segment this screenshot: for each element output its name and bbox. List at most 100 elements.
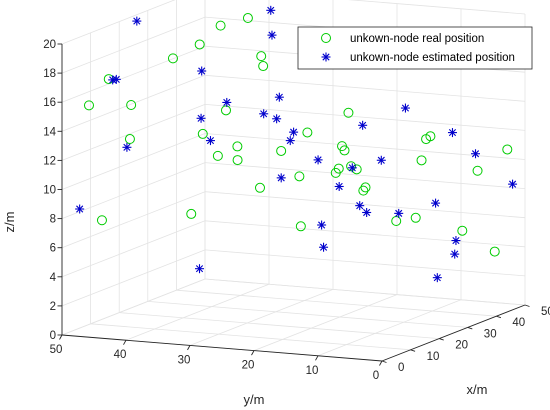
estimated-position-point xyxy=(272,114,282,124)
grid-line-backwall-z xyxy=(61,162,206,219)
x-tick-mark xyxy=(439,338,444,341)
y-tick-label: 30 xyxy=(178,354,191,366)
z-tick-label: 4 xyxy=(50,272,57,284)
estimated-position-point xyxy=(75,204,85,214)
grid-line-backwall-z xyxy=(61,16,206,74)
grid-line-backwall-z xyxy=(61,249,206,307)
estimated-position-point xyxy=(222,97,232,107)
grid-line-floor-y xyxy=(189,289,334,346)
grid-line-wall-z xyxy=(204,133,526,160)
real-position-point xyxy=(220,105,231,116)
real-position-point xyxy=(232,141,243,152)
real-position-point xyxy=(194,39,205,50)
grid-line-floor-x xyxy=(176,289,497,317)
real-position-point xyxy=(421,134,432,145)
grid-line-floor-y xyxy=(317,299,462,357)
grid-line-backwall-z xyxy=(61,278,206,336)
estimated-position-point xyxy=(355,201,365,211)
real-position-point xyxy=(410,212,421,223)
real-position-point xyxy=(212,150,223,161)
z-tick-label: 18 xyxy=(43,68,56,80)
estimated-position-point xyxy=(313,155,323,165)
y-tick-mark xyxy=(379,360,383,366)
real-position-point xyxy=(294,171,305,182)
real-position-point xyxy=(232,155,243,166)
grid-line-wall-z xyxy=(204,104,526,131)
grid-line-wall-z xyxy=(204,74,526,102)
estimated-position-point xyxy=(451,236,461,246)
real-position-point xyxy=(124,134,135,145)
estimated-position-point xyxy=(450,249,460,259)
axes-panes xyxy=(62,279,525,361)
y-tick-mark xyxy=(251,350,255,356)
estimated-position-point xyxy=(508,179,518,189)
estimated-position-point xyxy=(400,103,410,113)
real-position-point xyxy=(83,100,94,111)
estimated-position-point xyxy=(447,128,457,138)
z-axis-label: z/m xyxy=(2,212,17,233)
estimated-position-point xyxy=(267,30,277,40)
real-position-point xyxy=(489,246,500,257)
floor-pane xyxy=(62,279,525,361)
estimated-position-point xyxy=(471,149,481,159)
y-tick-mark xyxy=(187,345,191,351)
estimated-position-point xyxy=(394,208,404,218)
real-position-point xyxy=(339,145,350,156)
legend-real-marker xyxy=(321,33,331,43)
legend: unkown-node real position unkown-node es… xyxy=(297,26,533,70)
x-tick-mark xyxy=(467,326,473,330)
real-position-point xyxy=(391,216,402,227)
grid-line-floor-y xyxy=(253,294,398,351)
real-position-point xyxy=(215,20,226,31)
x-tick-label: 30 xyxy=(484,328,497,340)
estimated-position-point xyxy=(266,5,276,15)
z-tick-label: 0 xyxy=(50,330,56,342)
y-axis-line xyxy=(61,334,383,362)
real-position-point xyxy=(197,128,208,139)
legend-estimated-marker xyxy=(321,52,331,62)
estimated-position-point xyxy=(432,273,442,283)
grid-line-backwall-z xyxy=(61,0,176,45)
real-position-point xyxy=(167,53,178,64)
grid-line-wall-z xyxy=(347,0,526,15)
real-position-point xyxy=(96,215,107,226)
real-position-point xyxy=(302,127,313,138)
x-tick-mark xyxy=(524,304,530,307)
tick-labels: 0 10 20 30 40 50 0 10 20 30 40 50 0 2 4 6 8 10 12 14 16 18 20 xyxy=(43,39,550,382)
data-markers xyxy=(75,5,518,283)
grid-line-floor-x xyxy=(119,312,440,339)
z-tick-label: 20 xyxy=(43,39,56,51)
estimated-position-point xyxy=(122,142,132,152)
grid-lines xyxy=(61,0,526,362)
y-tick-mark xyxy=(123,339,127,345)
real-position-point xyxy=(346,161,357,172)
real-position-point xyxy=(472,165,483,176)
real-position-point xyxy=(256,51,267,62)
estimated-position-point xyxy=(347,163,357,173)
x-axis-line xyxy=(381,304,526,362)
estimated-position-point xyxy=(205,136,215,146)
estimated-position-point xyxy=(196,113,206,123)
grid-line-wall-z xyxy=(204,278,526,306)
estimated-position-point xyxy=(362,207,372,217)
real-position-point xyxy=(330,167,341,178)
real-position-point xyxy=(416,155,427,166)
real-position-point xyxy=(457,225,468,236)
x-tick-label: 0 xyxy=(398,362,404,374)
grid-line-floor-x xyxy=(147,301,468,328)
estimated-position-point xyxy=(285,136,295,146)
legend-real-label: unkown-node real position xyxy=(350,33,484,45)
y-tick-label: 20 xyxy=(242,360,255,372)
grid-line-wall-z xyxy=(204,162,526,189)
y-axis-label: y/m xyxy=(244,392,265,407)
estimated-position-point xyxy=(195,264,205,274)
legend-asterisk xyxy=(321,52,331,62)
y-tick-label: 50 xyxy=(50,344,63,356)
x-tick-mark xyxy=(496,315,502,319)
x-tick-label: 20 xyxy=(455,340,468,352)
real-position-point xyxy=(295,221,306,232)
legend-estimated-label: unkown-node estimated position xyxy=(350,52,515,64)
estimated-position-point xyxy=(197,66,207,76)
grid-line-backwall-z xyxy=(61,220,206,278)
